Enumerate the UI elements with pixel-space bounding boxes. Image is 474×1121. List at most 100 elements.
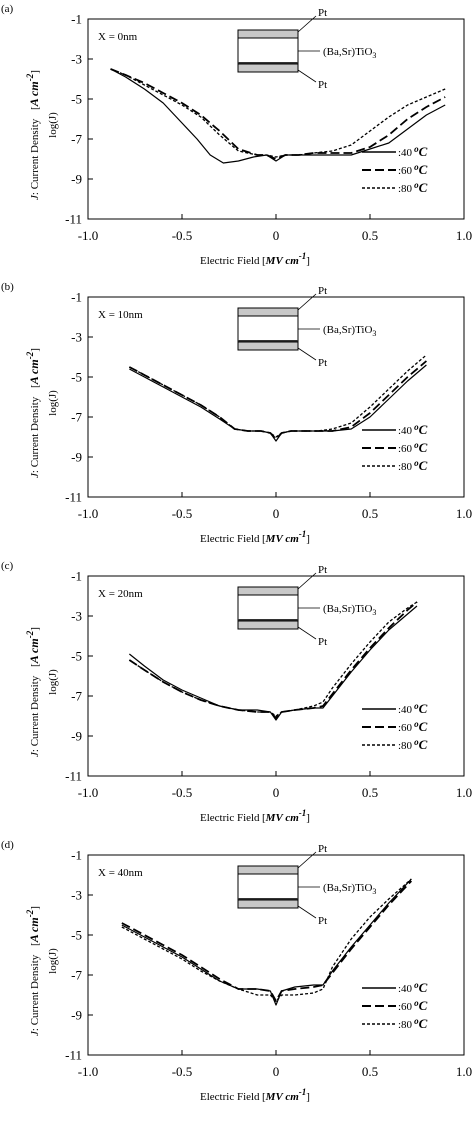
pt-bottom-layer: [237, 63, 299, 73]
panel-label: (c): [1, 560, 14, 572]
pt-bottom-label: Pt: [318, 915, 327, 927]
y-tick-label: -7: [71, 410, 82, 425]
x-axis-unit: [MV cm-1]: [262, 529, 310, 545]
pt-bottom-leader: [297, 69, 317, 83]
legend-label: :60 oC: [398, 998, 428, 1013]
bst-label-sub: 3: [372, 329, 376, 338]
y-tick-label: -9: [71, 1008, 82, 1023]
y-unit-close: ]: [29, 627, 41, 631]
series-line-dotted: [129, 354, 427, 438]
x-tick-label: 0: [273, 785, 280, 800]
y-tick-label: -3: [71, 52, 82, 67]
legend-c: C: [419, 737, 428, 752]
legend-deg: o: [414, 737, 419, 747]
y-label-j: J: [29, 1030, 41, 1036]
legend-label: :40 oC: [398, 980, 428, 995]
y-axis-log-label: log(J): [47, 948, 59, 974]
bst-label: (Ba,Sr)TiO3: [323, 46, 376, 60]
panel-b: (b) -1 -3 -5 -7 -9 -11-1.0 -0.5 0 0.5 1.0 Electric …: [1, 281, 472, 545]
y-unit-main: A cm: [27, 638, 41, 664]
pt-top-label: Pt: [318, 564, 327, 576]
bst-layer: [237, 873, 299, 901]
series-line-solid: [129, 364, 427, 442]
x-unit-main: MV cm: [265, 812, 300, 824]
series-line-solid: [110, 68, 446, 164]
y-unit-sup: -2: [25, 909, 35, 917]
pt-top-layer: [237, 586, 299, 596]
legend-label: :80 oC: [398, 180, 428, 195]
y-tick-label: -1: [71, 290, 82, 305]
legend: :40 oC:60 oC:80 oC: [362, 144, 428, 195]
series-line-dashed: [110, 68, 446, 160]
interface-line: [238, 62, 298, 64]
legend-c: C: [419, 998, 428, 1013]
legend-deg: o: [414, 422, 419, 432]
y-label-unit-open: [: [29, 942, 41, 949]
y-unit-main: A cm: [27, 81, 41, 107]
legend-deg: o: [414, 180, 419, 190]
x-tick-label: -0.5: [172, 506, 193, 521]
x-unit-sup: -1: [299, 1087, 307, 1097]
y-tick-label: -3: [71, 888, 82, 903]
legend: :40 oC :60 oC :80 oC: [362, 980, 428, 1031]
series-line-dotted: [110, 68, 446, 158]
y-axis-label: J: Current Density [A cm-2]: [25, 70, 41, 200]
y-tick-label: -9: [71, 729, 82, 744]
layer-stack-diagram: Pt (Ba,Sr)TiO3 Pt: [237, 285, 376, 369]
y-unit-main: A cm: [27, 359, 41, 385]
bst-layer: [237, 315, 299, 343]
y-label-j: J: [29, 194, 41, 200]
panel-label: (d): [1, 839, 14, 851]
panel-label: (a): [1, 3, 14, 15]
x-unit-close: ]: [306, 533, 310, 545]
legend-deg: o: [414, 162, 419, 172]
legend-c: C: [419, 422, 428, 437]
series-line-solid: [121, 878, 412, 1006]
y-tick-label: -11: [65, 1048, 82, 1063]
pt-top-leader: [297, 572, 317, 590]
y-tick-label: -11: [65, 212, 82, 227]
layer-stack-diagram: Pt (Ba,Sr)TiO3 Pt: [237, 564, 376, 648]
x-axis-unit: [MV cm-1]: [262, 808, 310, 824]
y-log-text: log(J): [47, 112, 59, 138]
bst-layer: [237, 37, 299, 65]
x-tick-label: 0.5: [362, 506, 378, 521]
y-tick-label: -7: [71, 689, 82, 704]
y-tick-label: -1: [71, 12, 82, 27]
pt-bottom-label: Pt: [318, 79, 327, 91]
x-tick-label: -1.0: [78, 228, 99, 243]
bst-layer: [237, 594, 299, 622]
x-tick-label: -0.5: [172, 228, 193, 243]
interface-line: [238, 340, 298, 342]
y-axis-label: J: Current Density [A cm-2]: [25, 348, 41, 478]
legend-c: C: [419, 1016, 428, 1031]
legend-c: C: [419, 701, 428, 716]
legend-label: :80 oC: [398, 1016, 428, 1031]
y-axis-label: J: Current Density [A cm-2]: [25, 906, 41, 1036]
y-unit-close: ]: [29, 70, 41, 74]
x-axis-label: Electric Field: [200, 255, 260, 267]
bst-label-sub: 3: [372, 608, 376, 617]
x-unit-sup: -1: [299, 251, 307, 261]
pt-bottom-layer: [237, 899, 299, 909]
x-tick-label: 1.0: [456, 506, 472, 521]
y-tick-label: -5: [71, 92, 82, 107]
pt-top-label: Pt: [318, 843, 327, 855]
y-tick-label: -3: [71, 330, 82, 345]
legend: :40 oC:60 oC:80 oC: [362, 701, 428, 752]
legend-c: C: [419, 144, 428, 159]
y-label-j: J: [29, 472, 41, 478]
y-axis-log-label: log(J): [47, 669, 59, 695]
x-unit-close: ]: [306, 812, 310, 824]
legend-label: :40 oC: [398, 422, 428, 437]
interface-line: [238, 898, 298, 900]
y-unit-close: ]: [29, 348, 41, 352]
legend-label: :40 oC: [398, 144, 428, 159]
pt-bottom-label: Pt: [318, 357, 327, 369]
y-log-text: log(J): [47, 390, 59, 416]
y-unit-sup: -2: [25, 630, 35, 638]
legend-deg: o: [414, 1016, 419, 1026]
layer-stack-diagram: Pt (Ba,Sr)TiO3 Pt: [237, 7, 376, 91]
y-log-text: log(J): [47, 669, 59, 695]
